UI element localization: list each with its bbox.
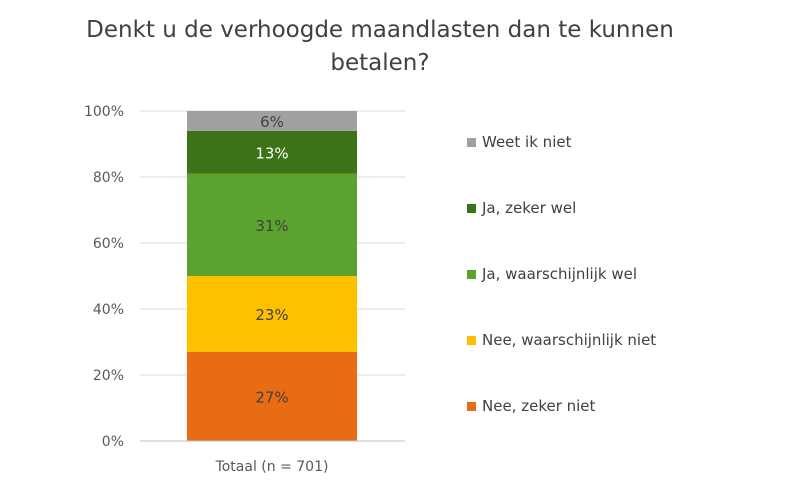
- legend-swatch: [467, 269, 476, 279]
- data-label: 13%: [255, 144, 288, 162]
- legend-swatch: [467, 401, 476, 411]
- legend-item: Nee, waarschijnlijk niet: [467, 330, 656, 350]
- legend-item: Weet ik niet: [467, 132, 571, 152]
- y-tick-label: 20%: [93, 368, 124, 384]
- bar-segment: [187, 111, 357, 131]
- y-tick-label: 0%: [102, 434, 124, 450]
- legend-item: Ja, waarschijnlijk wel: [467, 264, 637, 284]
- chart-title-line-2: betalen?: [330, 50, 430, 76]
- y-tick-label: 60%: [93, 236, 124, 252]
- data-label: 31%: [255, 217, 288, 235]
- bar-segment: [187, 130, 357, 174]
- data-label: 23%: [255, 306, 288, 324]
- bar-segment: [187, 351, 357, 441]
- legend-item: Ja, zeker wel: [467, 198, 576, 218]
- legend-label: Ja, waarschijnlijk wel: [482, 265, 638, 283]
- data-label: 6%: [260, 113, 284, 131]
- y-tick-label: 80%: [93, 170, 124, 186]
- legend-swatch: [467, 203, 476, 213]
- chart-title: Denkt u de verhoogde maandlasten dan te …: [60, 14, 700, 80]
- y-tick-label: 40%: [93, 302, 124, 318]
- legend-item: Nee, zeker niet: [467, 396, 595, 416]
- bar-segment: [187, 173, 357, 276]
- data-label: 27%: [255, 388, 288, 406]
- y-tick-label: 100%: [84, 104, 124, 120]
- x-tick-label: Totaal (n = 701): [215, 459, 329, 475]
- legend-label: Nee, zeker niet: [482, 397, 596, 415]
- legend-label: Weet ik niet: [482, 133, 572, 151]
- legend-swatch: [467, 137, 476, 147]
- bar-segment: [187, 276, 357, 352]
- legend-label: Nee, waarschijnlijk niet: [482, 331, 657, 349]
- chart-title-line-1: Denkt u de verhoogde maandlasten dan te …: [86, 17, 674, 43]
- legend-swatch: [467, 335, 476, 345]
- legend-label: Ja, zeker wel: [482, 199, 577, 217]
